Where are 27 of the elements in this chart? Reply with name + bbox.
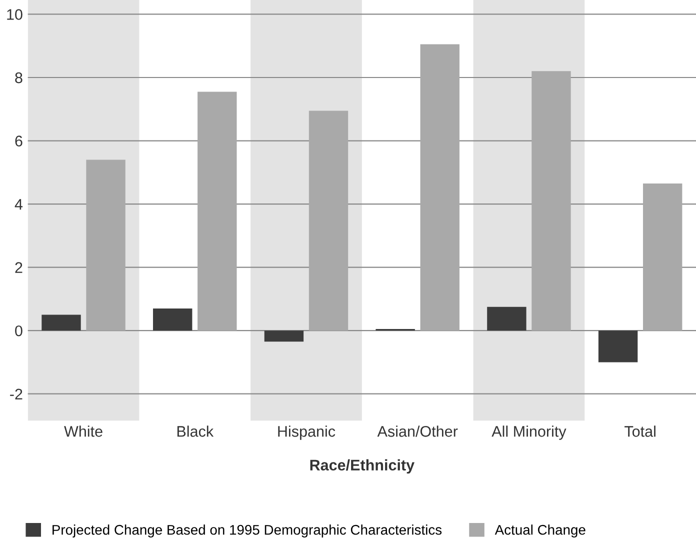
x-tick-label: Total [624,426,656,437]
x-tick-label: Black [177,426,214,437]
bar [642,183,682,331]
bar [487,306,526,331]
bar [153,308,192,331]
x-axis-title: Race/Ethnicity [310,459,414,474]
y-tick-label: 2 [15,262,22,273]
bar [42,314,81,331]
y-tick-label: 8 [15,72,22,84]
x-tick-label: All Minority [492,426,566,440]
legend-label: Actual Change [494,524,586,538]
y-tick-label: -2 [10,388,22,400]
x-tick-label: Hispanic [278,426,336,440]
bar [420,44,460,331]
y-tick-label: 10 [7,9,22,20]
legend-label: Projected Change Based on 1995 Demographic Characteristics [52,524,442,538]
y-tick-label: 6 [15,136,22,146]
x-tick-label: Asian/Other [377,426,458,437]
bar [308,110,348,331]
bar [598,330,638,362]
y-tick-label: 4 [14,199,23,210]
bar [532,71,571,331]
x-tick-label: White [64,426,102,437]
bar [198,92,237,331]
bar [264,330,304,342]
y-tick-label: 0 [15,325,22,336]
bar [86,160,126,331]
